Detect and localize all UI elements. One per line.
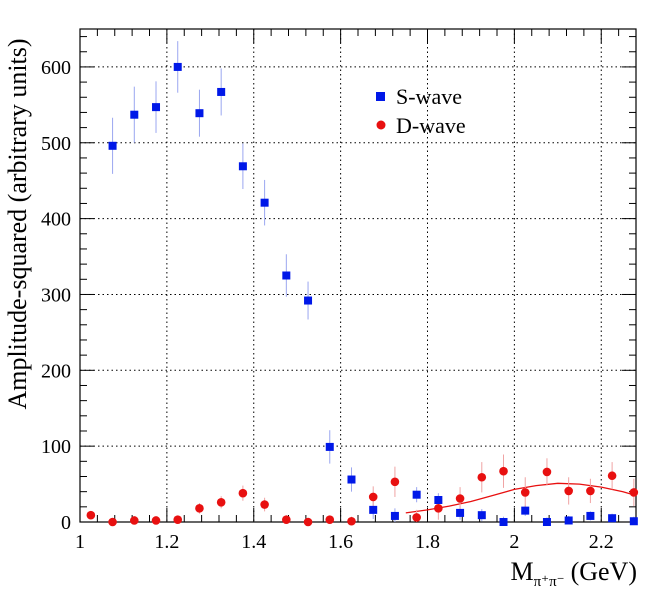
x-axis-title-subscript: π⁺π⁻: [534, 574, 565, 588]
d-wave-point: [455, 494, 465, 503]
y-tick-label: 500: [41, 133, 71, 155]
grid-layer: [80, 29, 636, 522]
x-tick-label: 2: [509, 531, 519, 553]
s-wave-point: [608, 514, 617, 523]
x-tick-label: 2.2: [589, 531, 614, 553]
s-wave-point: [456, 508, 465, 517]
x-tick-label: 1.8: [415, 531, 440, 553]
svg-text:Mπ⁺π⁻(GeV): Mπ⁺π⁻ (GeV): [510, 557, 637, 588]
d-wave-point: [303, 517, 313, 527]
x-tick-label: 1: [75, 531, 85, 553]
d-wave-point: [477, 472, 487, 482]
s-wave-point: [108, 141, 117, 150]
d-wave-point: [260, 500, 269, 509]
y-tick-label: 200: [41, 360, 71, 382]
d-wave-point: [238, 488, 248, 498]
s-wave-point: [130, 110, 139, 119]
legend-label-s-wave: S-wave: [396, 84, 462, 109]
s-wave-point: [499, 518, 508, 526]
s-wave-point: [152, 103, 161, 112]
x-axis-title-unit: (GeV): [571, 557, 637, 586]
s-wave-point: [390, 511, 399, 520]
legend-swatch-d-wave: [376, 120, 386, 130]
y-tick-label: 600: [41, 57, 71, 79]
s-wave-point: [586, 511, 595, 520]
s-wave-point: [434, 496, 443, 505]
legend: S-wave D-wave: [376, 84, 466, 138]
d-wave-point: [195, 504, 204, 513]
d-wave-point: [542, 467, 552, 477]
d-wave-point: [412, 513, 421, 522]
axis-ticks: [79, 29, 637, 523]
s-wave-point: [347, 475, 356, 484]
legend-label-d-wave: D-wave: [396, 113, 466, 138]
s-wave-point: [173, 62, 182, 71]
plot-frame: [79, 28, 637, 523]
d-wave-point: [86, 510, 96, 520]
s-wave-point: [369, 505, 378, 514]
x-tick-label: 1.2: [154, 531, 179, 553]
d-wave-point: [347, 516, 356, 526]
d-wave-point: [520, 488, 530, 497]
x-tick-labels: 1 1.2 1.4 1.6 1.8 2 2.2: [75, 531, 614, 553]
d-wave-point: [499, 466, 508, 476]
data-markers: [86, 62, 639, 527]
s-wave-point: [564, 516, 573, 525]
d-wave-point: [108, 517, 117, 527]
d-wave-point: [216, 497, 226, 507]
d-wave-point: [607, 471, 617, 481]
error-bars: [90, 41, 635, 522]
d-wave-point: [151, 516, 161, 525]
d-wave-point: [629, 488, 639, 497]
s-wave-point: [282, 271, 291, 280]
d-wave-point: [325, 515, 335, 525]
d-wave-point: [434, 504, 443, 513]
d-wave-point: [564, 486, 573, 496]
d-wave-point: [390, 477, 400, 487]
y-tick-labels: 0 100 200 300 400 500 600: [41, 57, 71, 534]
s-wave-point: [477, 511, 486, 520]
s-wave-point: [521, 506, 530, 515]
d-wave-point: [173, 515, 183, 525]
x-axis-title: Mπ⁺π⁻ (GeV): [510, 557, 637, 590]
s-wave-point: [195, 109, 204, 118]
x-axis-title-main: M: [510, 557, 533, 586]
s-wave-point: [238, 162, 247, 171]
s-wave-point: [412, 490, 421, 499]
d-wave-point: [129, 516, 139, 525]
y-tick-label: 0: [61, 512, 71, 534]
x-tick-label: 1.6: [328, 531, 353, 553]
y-tick-label: 300: [41, 284, 71, 306]
y-tick-label: 100: [41, 436, 71, 458]
y-tick-label: 400: [41, 209, 71, 231]
y-axis-title: Amplitude-squared (arbitrary units): [3, 38, 32, 409]
x-tick-label: 1.4: [241, 531, 266, 553]
s-wave-point: [260, 198, 269, 207]
s-wave-point: [542, 518, 551, 526]
d-wave-point: [586, 486, 595, 496]
legend-swatch-s-wave: [376, 92, 385, 101]
s-wave-point: [304, 296, 313, 305]
s-wave-point: [217, 87, 226, 96]
s-wave-point: [325, 442, 334, 451]
d-wave-point: [368, 492, 378, 502]
d-wave-point: [282, 515, 291, 525]
s-wave-point: [629, 517, 638, 526]
